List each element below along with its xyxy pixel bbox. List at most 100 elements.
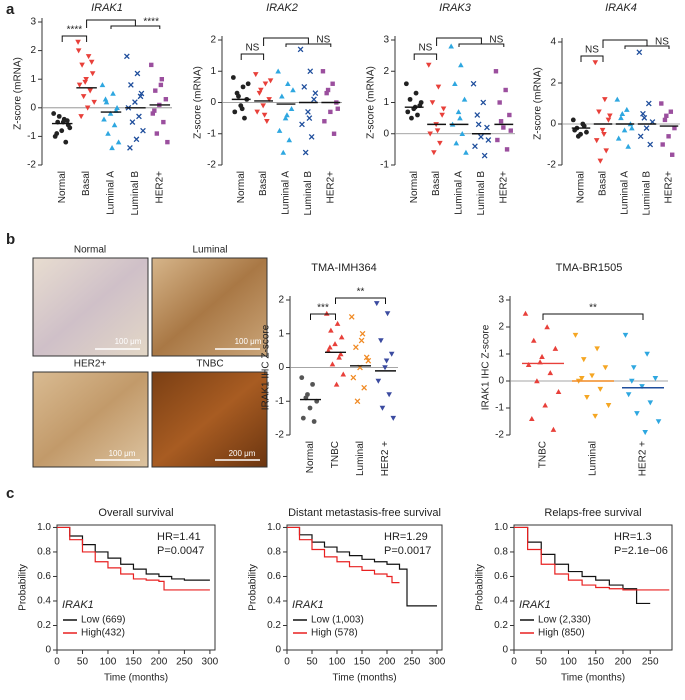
- y-tick-label: 1.0: [267, 522, 281, 533]
- x-tick-label: 200: [151, 657, 168, 668]
- point: [575, 133, 581, 139]
- significance-label: NS: [418, 43, 432, 54]
- point: [629, 125, 635, 131]
- point: [379, 405, 386, 411]
- x-tick-label: TNBC: [330, 441, 341, 468]
- point: [299, 121, 305, 128]
- point: [161, 119, 166, 125]
- significance-label: ***: [317, 303, 329, 314]
- point: [301, 84, 308, 90]
- point: [282, 115, 289, 121]
- point: [455, 109, 462, 115]
- y-tick-label: -1: [207, 128, 216, 139]
- x-tick-label: HER2 +: [638, 441, 649, 476]
- point: [472, 143, 478, 150]
- x-tick-label: 0: [284, 657, 290, 668]
- point: [409, 115, 414, 121]
- significance-label: **: [589, 303, 597, 314]
- point: [89, 71, 96, 77]
- point: [405, 109, 411, 115]
- point: [386, 392, 392, 398]
- point: [149, 62, 154, 68]
- x-tick-label: Basal: [598, 171, 609, 196]
- annotation: P=0.0047: [157, 545, 204, 557]
- point: [158, 82, 164, 88]
- point: [285, 80, 291, 86]
- y-tick-label: 1: [210, 66, 216, 77]
- significance-label: NS: [655, 37, 669, 48]
- point: [75, 39, 81, 45]
- y-tick-label: 0.6: [37, 571, 51, 582]
- y-axis-label: IRAK1 IHC Z-score: [481, 324, 492, 410]
- point: [264, 119, 270, 125]
- significance-label: **: [357, 287, 365, 298]
- y-tick-label: 3: [383, 35, 389, 46]
- y-tick-label: -1: [27, 131, 36, 142]
- y-tick-label: 0: [45, 645, 51, 656]
- point: [308, 134, 315, 140]
- x-tick-label: HER2+: [664, 171, 675, 204]
- point: [328, 327, 334, 333]
- x-tick-label: 300: [202, 657, 219, 668]
- bracket: [413, 53, 438, 60]
- image-label: Normal: [74, 245, 106, 256]
- point: [322, 119, 327, 124]
- bracket: [240, 53, 265, 60]
- y-tick-label: 1: [30, 74, 36, 85]
- point: [622, 332, 629, 338]
- point: [348, 314, 355, 320]
- point: [134, 70, 141, 77]
- point: [88, 59, 95, 65]
- point: [639, 384, 645, 390]
- point: [128, 82, 134, 88]
- point: [64, 118, 70, 124]
- point: [133, 136, 140, 143]
- point: [555, 389, 562, 395]
- bracket: [86, 19, 161, 29]
- x-tick-label: 200: [615, 657, 632, 668]
- point: [457, 115, 463, 121]
- x-tick-label: 50: [77, 657, 89, 668]
- point: [306, 115, 313, 121]
- bracket: [542, 313, 644, 320]
- point: [284, 112, 290, 118]
- point: [470, 80, 477, 87]
- point: [403, 81, 409, 87]
- y-tick-label: 1: [498, 349, 504, 360]
- x-tick-label: Luminal A: [620, 171, 631, 215]
- point: [525, 362, 532, 368]
- point: [63, 139, 69, 145]
- x-tick-label: Normal: [576, 171, 587, 203]
- point: [647, 141, 654, 148]
- point: [621, 127, 628, 133]
- chart-title-box: Relaps-free survival: [544, 507, 641, 519]
- micrograph: [32, 371, 149, 468]
- point: [305, 109, 311, 115]
- point: [127, 144, 133, 151]
- point: [643, 125, 650, 131]
- annotation: HR=1.3: [614, 531, 652, 543]
- point: [311, 96, 317, 103]
- point: [310, 381, 315, 387]
- point: [625, 392, 632, 398]
- x-axis-label: Time (months): [561, 673, 625, 684]
- point: [78, 114, 84, 120]
- point: [439, 112, 445, 118]
- x-tick-label: 100: [560, 657, 577, 668]
- point: [111, 122, 118, 128]
- point: [336, 354, 342, 360]
- point: [311, 419, 317, 424]
- point: [87, 88, 93, 94]
- point: [152, 108, 157, 113]
- annotation: P=2.1e−06: [614, 545, 668, 557]
- point: [338, 334, 345, 340]
- point: [550, 426, 557, 432]
- micrograph: [151, 257, 268, 357]
- scale-label: 100 μm: [109, 449, 136, 458]
- y-tick-label: 1: [278, 328, 284, 339]
- point: [279, 93, 285, 99]
- x-tick-label: Basal: [431, 171, 442, 196]
- point: [629, 378, 635, 384]
- point: [109, 145, 115, 151]
- point: [645, 100, 652, 107]
